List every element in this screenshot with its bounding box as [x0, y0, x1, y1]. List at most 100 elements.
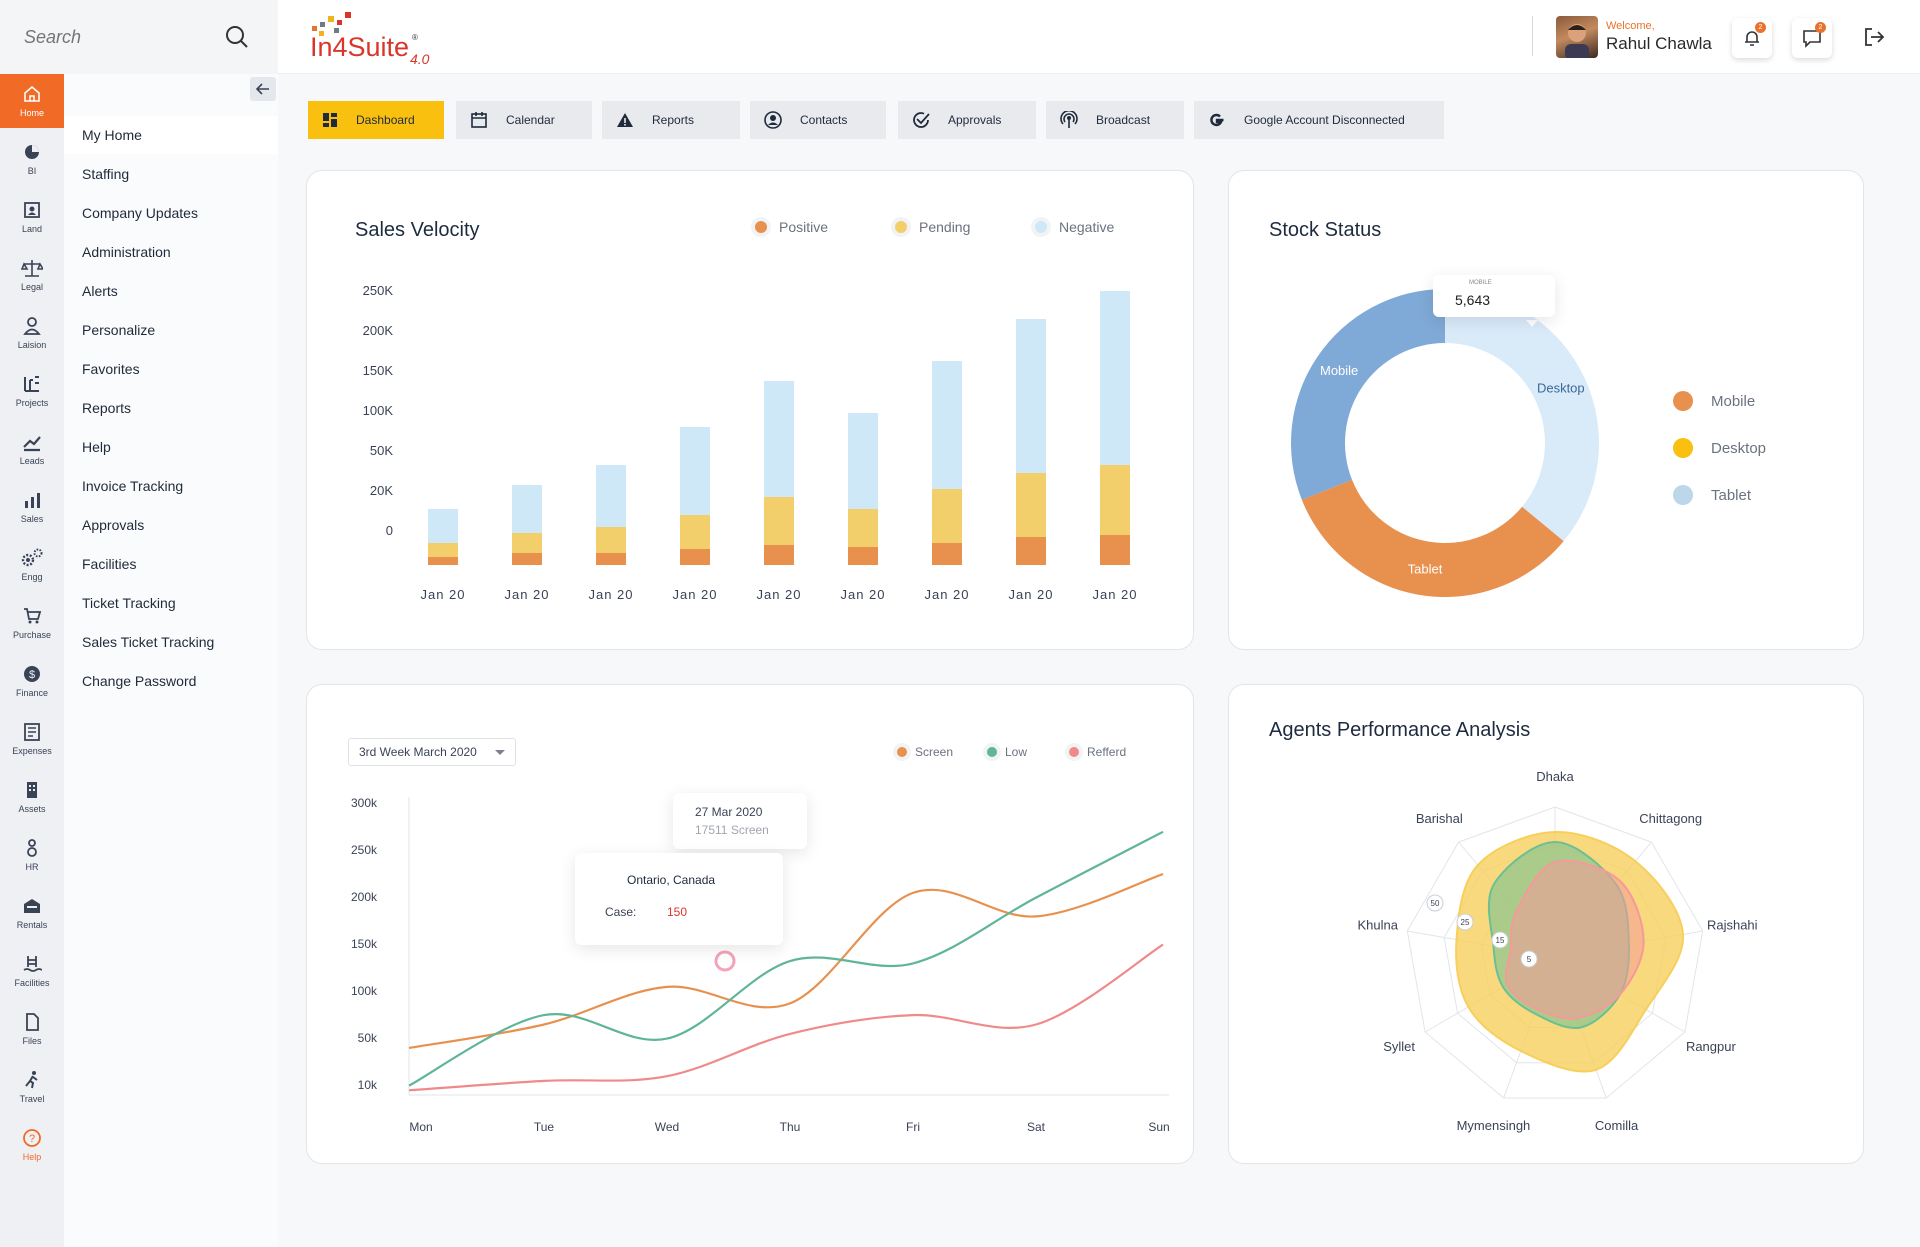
bar-segment-positive [848, 547, 878, 565]
register-icon [24, 723, 40, 741]
legend-pending[interactable]: Pending [895, 219, 970, 235]
search-input[interactable] [24, 26, 224, 48]
menu-item[interactable]: My Home [64, 116, 278, 154]
warning-icon [617, 113, 633, 127]
radar-axis-label: Comilla [1595, 1118, 1639, 1133]
bar-segment-negative [1016, 319, 1046, 473]
rail-help[interactable]: ? Help [0, 1118, 64, 1172]
scale-bubble [1456, 913, 1474, 931]
menu-item[interactable]: Company Updates [82, 205, 198, 221]
in4suite-logo[interactable]: In4Suite ® 4.0 [308, 10, 448, 70]
rail-expenses[interactable]: Expenses [0, 712, 64, 766]
rail-facilities[interactable]: Facilities [0, 944, 64, 998]
legend-dot [1069, 747, 1079, 757]
donut-slice-mobile [1291, 288, 1445, 500]
menu-item[interactable]: Ticket Tracking [82, 595, 176, 611]
avatar[interactable] [1556, 16, 1598, 58]
rail-home[interactable]: Home [0, 74, 64, 128]
menu-item[interactable]: Reports [82, 400, 132, 416]
menu-item[interactable]: Staffing [82, 166, 130, 182]
menu-item[interactable]: Help [82, 439, 111, 455]
menu-item[interactable]: Invoice Tracking [82, 478, 184, 494]
y-tick-label: 50k [358, 1031, 378, 1045]
rail-land[interactable]: Land [0, 190, 64, 244]
search-icon[interactable] [224, 24, 250, 50]
collapse-menu-button[interactable] [250, 77, 276, 101]
messages-button[interactable]: 2 [1792, 18, 1832, 58]
rail-assets[interactable]: Assets [0, 770, 64, 824]
rail-hr[interactable]: HR [0, 828, 64, 882]
scale-bubble [1426, 894, 1444, 912]
stock-legend-desktop[interactable]: Desktop [1673, 438, 1766, 458]
tab-approvals[interactable]: Approvals [898, 101, 1036, 139]
bar-segment-negative [512, 485, 542, 533]
menu-item[interactable]: Change Password [82, 673, 197, 689]
top-header: In4Suite ® 4.0 Welcome, Rahul Chawla 2 2 [0, 0, 1920, 74]
svg-text:4.0: 4.0 [410, 51, 430, 66]
menu-item[interactable]: Approvals [82, 517, 145, 533]
x-tick-label: Wed [655, 1120, 679, 1134]
tab-calendar[interactable]: Calendar [456, 101, 592, 139]
rail-rentals[interactable]: Rentals [0, 886, 64, 940]
rail-leads[interactable]: Leads [0, 422, 64, 476]
user-name[interactable]: Rahul Chawla [1606, 34, 1712, 53]
bar-segment-positive [680, 549, 710, 565]
bar-segment-pending [512, 533, 542, 553]
notifications-button[interactable]: 2 [1732, 18, 1772, 58]
side-menu: My Home Staffing Company Updates Adminis… [64, 74, 278, 1247]
tooltip-value: 5,643 [1455, 292, 1491, 308]
rail-projects[interactable]: Projects [0, 364, 64, 418]
bar-segment-negative [932, 361, 962, 489]
legend-negative[interactable]: Negative [1035, 219, 1114, 235]
week-select[interactable]: 3rd Week March 2020 [348, 738, 516, 766]
rail-bi[interactable]: BI [0, 132, 64, 186]
menu-item[interactable]: Sales Ticket Tracking [82, 634, 215, 650]
tooltip-date: 27 Mar 2020 [695, 805, 763, 819]
stock-legend-mobile[interactable]: Mobile [1673, 391, 1755, 411]
rail-sales[interactable]: Sales [0, 480, 64, 534]
tab-dashboard[interactable]: Dashboard [308, 101, 444, 139]
rail-finance[interactable]: $ Finance [0, 654, 64, 708]
menu-item[interactable]: Facilities [82, 556, 137, 572]
date-tooltip: 27 Mar 2020 17511 Screen [673, 793, 807, 849]
pool-icon [23, 956, 42, 972]
rail-legal[interactable]: Legal [0, 248, 64, 302]
rail-laision[interactable]: Laision [0, 306, 64, 360]
menu-item[interactable]: Alerts [82, 283, 118, 299]
legend-positive[interactable]: Positive [755, 219, 828, 235]
person-icon [23, 317, 41, 335]
rail-travel[interactable]: Travel [0, 1060, 64, 1114]
header-divider [1532, 16, 1533, 56]
menu-item[interactable]: Personalize [82, 322, 156, 338]
rail-engg[interactable]: Engg [0, 538, 64, 592]
menu-item[interactable]: Favorites [82, 361, 140, 377]
legend-low[interactable]: Low [987, 745, 1027, 759]
stock-legend-tablet[interactable]: Tablet [1673, 485, 1751, 505]
scale-label: 15 [1496, 936, 1505, 945]
tab-broadcast[interactable]: Broadcast [1046, 101, 1184, 139]
sales-velocity-card: Sales Velocity Positive Pending Negative… [306, 170, 1194, 650]
tab-reports[interactable]: Reports [602, 101, 740, 139]
bar-segment-positive [428, 557, 458, 565]
scale-icon [21, 260, 43, 277]
broadcast-icon [1060, 111, 1078, 128]
radar-area-inner [1504, 859, 1645, 1020]
donut-label: Desktop [1537, 381, 1585, 396]
tab-google-account[interactable]: Google Account Disconnected [1194, 101, 1444, 139]
bar-segment-pending [1100, 465, 1130, 535]
legend-dot [1035, 221, 1047, 233]
bar-segment-pending [764, 497, 794, 545]
rail-purchase[interactable]: Purchase [0, 596, 64, 650]
legend-screen[interactable]: Screen [897, 745, 953, 759]
legend-refferd[interactable]: Refferd [1069, 745, 1126, 759]
cart-icon [24, 608, 42, 624]
x-tick-label: Tue [534, 1120, 555, 1134]
tab-contacts[interactable]: Contacts [750, 101, 886, 139]
legend-dot [755, 221, 767, 233]
logout-icon[interactable] [1862, 25, 1886, 49]
rail-files[interactable]: Files [0, 1002, 64, 1056]
menu-item[interactable]: Administration [82, 244, 171, 260]
scale-label: 25 [1461, 918, 1470, 927]
radar-axis-label: Chittagong [1639, 811, 1702, 826]
